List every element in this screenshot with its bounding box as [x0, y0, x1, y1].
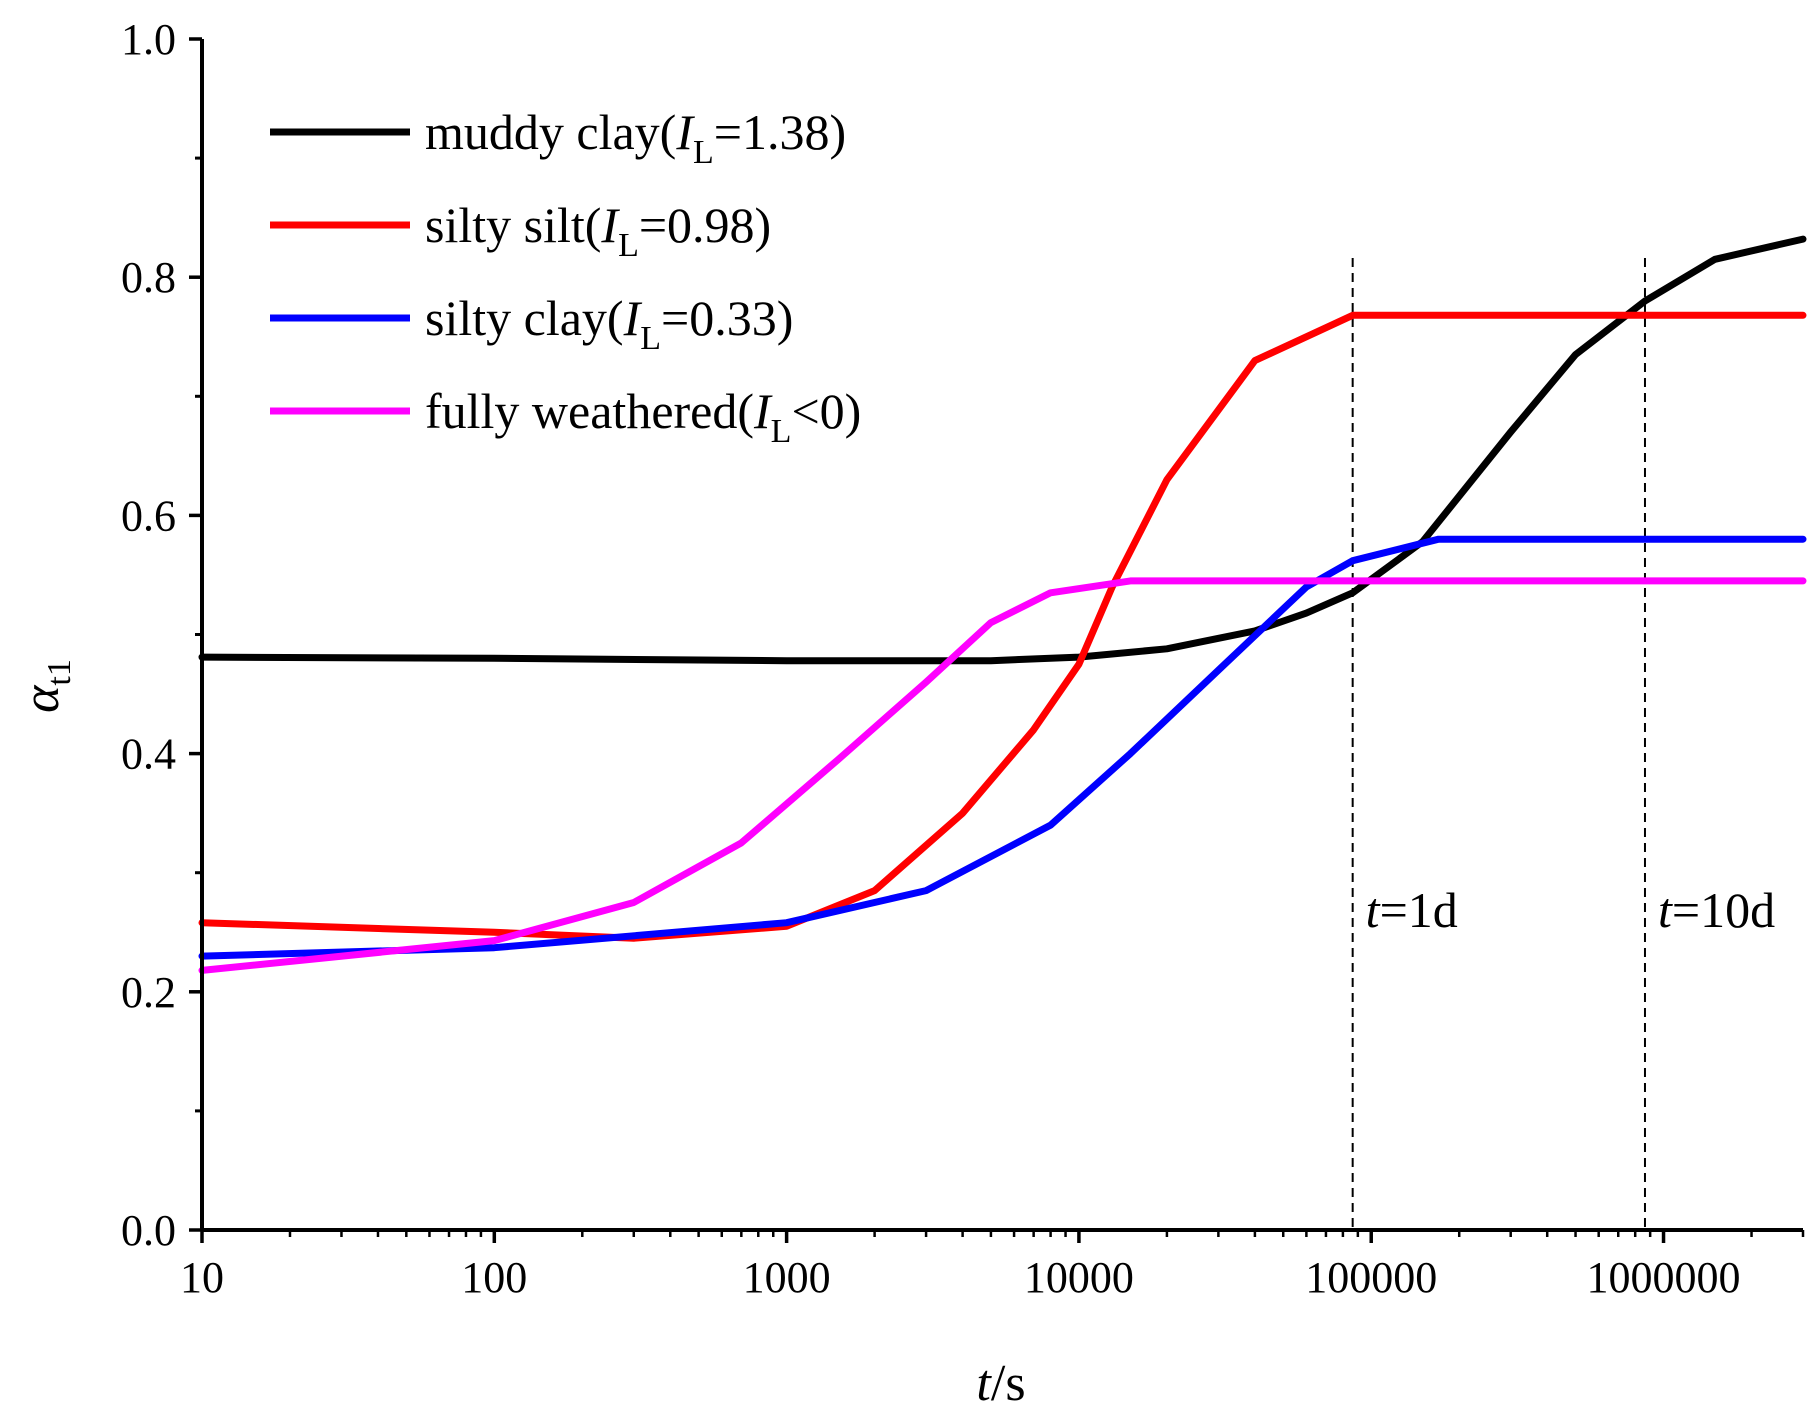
y-tick-label: 0.4: [121, 730, 176, 779]
legend-label: muddy clay(IL=1.38): [425, 104, 846, 171]
legend-label: silty silt(IL=0.98): [425, 197, 771, 264]
annotation-labels: t=1d t=10d: [1366, 882, 1775, 938]
annotation-lines: [1351, 258, 1646, 1230]
legend-label: fully weathered(IL<0): [425, 383, 861, 450]
series-line: [198, 235, 1807, 665]
series-lines: [198, 235, 1807, 974]
x-tick-label: 100: [461, 1253, 527, 1302]
series-line: [198, 577, 1807, 974]
x-tick-label: 1000000: [1587, 1253, 1741, 1302]
x-axis-title: t/s: [976, 1355, 1025, 1412]
y-tick-label: 0.8: [121, 253, 176, 302]
legend-label: silty clay(IL=0.33): [425, 290, 793, 357]
axes: 0.0 0.2 0.4 0.6 0.8 1.0 10 100 1000 10000 100000 10…: [121, 15, 1805, 1302]
y-tick-label: 0.6: [121, 491, 176, 540]
x-tick-label: 1000: [743, 1253, 831, 1302]
series-line: [198, 535, 1807, 960]
legend: muddy clay(IL=1.38) silty silt(IL=0.98) si…: [270, 104, 861, 450]
y-tick-label: 0.0: [121, 1206, 176, 1255]
y-tick-label: 1.0: [121, 15, 176, 64]
annotation-label: t=10d: [1658, 882, 1775, 938]
annotation-label: t=1d: [1366, 882, 1458, 938]
x-tick-label: 10000: [1024, 1253, 1134, 1302]
x-tick-label: 100000: [1305, 1253, 1437, 1302]
y-tick-label: 0.2: [121, 968, 176, 1017]
x-tick-label: 10: [180, 1253, 224, 1302]
y-axis-title: αt1: [13, 659, 78, 713]
